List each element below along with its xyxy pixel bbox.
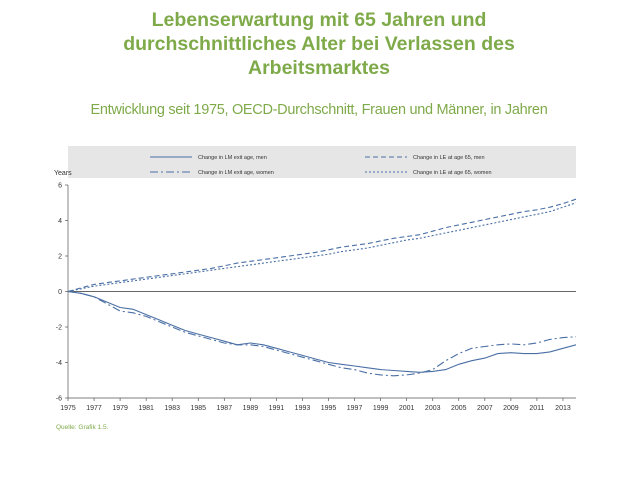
series-line bbox=[67, 290, 577, 377]
y-tick-label: -6 bbox=[56, 396, 62, 403]
x-tick-label: 2009 bbox=[503, 405, 519, 412]
x-tick-label: 1999 bbox=[373, 405, 389, 412]
y-tick-label: 2 bbox=[58, 254, 62, 261]
y-tick-label: -2 bbox=[56, 325, 62, 332]
x-tick-label: 1979 bbox=[112, 405, 128, 412]
x-tick-label: 2011 bbox=[529, 405, 544, 412]
x-tick-label: 2003 bbox=[425, 405, 441, 412]
source-note: Quelle: Grafik 1.5. bbox=[56, 424, 109, 431]
chart-title-line-1: Lebenserwartung mit 65 Jahren und bbox=[151, 9, 487, 31]
y-axis-label: Years bbox=[54, 170, 72, 177]
legend-label: Change in LE at age 65, men bbox=[413, 155, 485, 161]
legend-label: Change in LE at age 65, women bbox=[413, 170, 492, 176]
chart-title-line-2: durchschnittliches Alter bei Verlassen d… bbox=[123, 33, 515, 55]
x-tick-label: 1975 bbox=[60, 405, 76, 412]
x-tick-label: 1993 bbox=[295, 405, 311, 412]
legend-label: Change in LM exit age, women bbox=[198, 170, 274, 176]
legend-label: Change in LM exit age, men bbox=[198, 155, 267, 161]
series-line bbox=[67, 290, 577, 373]
x-tick-label: 1981 bbox=[138, 405, 154, 412]
chart-title-line-3: Arbeitsmarktes bbox=[248, 57, 390, 79]
series-line bbox=[67, 198, 577, 293]
x-tick-label: 2001 bbox=[399, 405, 415, 412]
y-tick-label: -4 bbox=[56, 360, 62, 367]
chart-subtitle: Entwicklung seit 1975, OECD-Durchschnitt… bbox=[90, 102, 548, 118]
x-tick-label: 1991 bbox=[269, 405, 285, 412]
legend-panel bbox=[68, 146, 576, 178]
x-tick-label: 1997 bbox=[347, 405, 363, 412]
x-tick-label: 2013 bbox=[555, 405, 571, 412]
x-tick-label: 2007 bbox=[477, 405, 493, 412]
x-tick-label: 1985 bbox=[190, 405, 206, 412]
x-tick-label: 1995 bbox=[321, 405, 337, 412]
x-tick-label: 1977 bbox=[86, 405, 102, 412]
chart-title: Lebenserwartung mit 65 Jahren und durchs… bbox=[0, 8, 638, 80]
y-tick-label: 4 bbox=[58, 218, 62, 225]
x-tick-label: 1983 bbox=[164, 405, 180, 412]
y-tick-label: 0 bbox=[58, 289, 62, 296]
y-tick-label: 6 bbox=[58, 183, 62, 190]
x-tick-label: 1987 bbox=[217, 405, 233, 412]
series-line bbox=[67, 202, 577, 293]
x-tick-label: 2005 bbox=[451, 405, 467, 412]
x-tick-label: 1989 bbox=[243, 405, 259, 412]
